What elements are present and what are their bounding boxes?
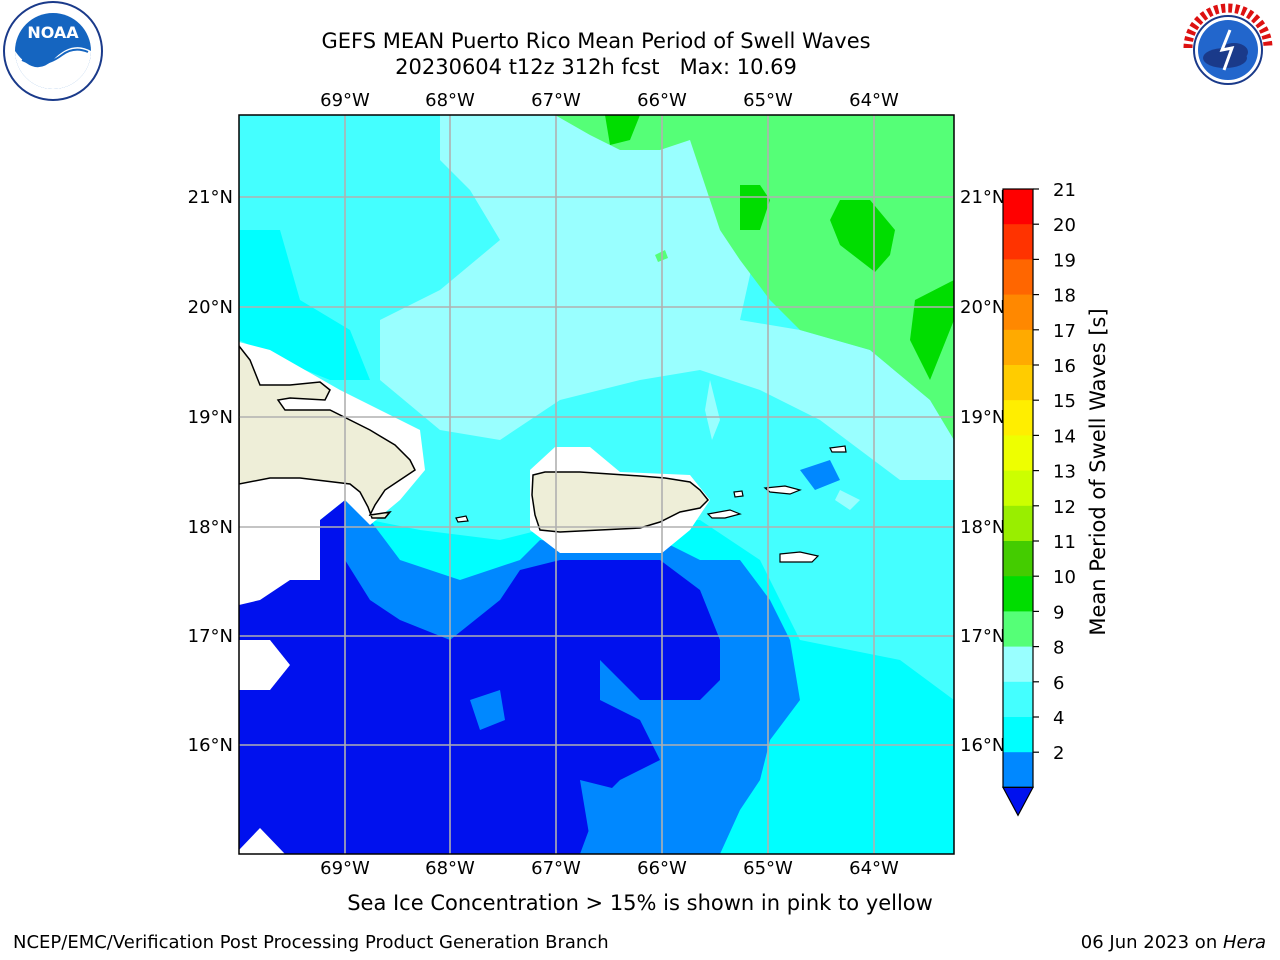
colorbar-swatch (1003, 470, 1033, 507)
colorbar-tick-label: 16 (1053, 356, 1076, 377)
colorbar-swatch (1003, 435, 1033, 472)
lon-label-bottom: 69°W (320, 858, 370, 879)
band-8-9-patch (835, 490, 860, 510)
map-frame (238, 114, 955, 855)
colorbar-tick-label: 10 (1053, 567, 1076, 588)
band-2-4-inner2 (580, 780, 630, 840)
lon-label-bottom: 68°W (425, 858, 475, 879)
colorbar-tick-label: 8 (1053, 638, 1064, 659)
colorbar-swatch (1003, 717, 1033, 753)
chart-title-line1: GEFS MEAN Puerto Rico Mean Period of Swe… (321, 29, 871, 53)
lon-label-top: 65°W (743, 90, 793, 111)
land-culebra (733, 490, 744, 498)
nws-logo (1180, 2, 1276, 98)
colorbar-swatch (1003, 611, 1033, 648)
colorbar-swatch (1003, 329, 1033, 366)
lat-label-right: 20°N (960, 297, 1005, 318)
lat-label-left: 20°N (188, 297, 233, 318)
lon-label-bottom: 65°W (743, 858, 793, 879)
lon-label-bottom: 67°W (531, 858, 581, 879)
colorbar-tick-label: 2 (1053, 743, 1064, 764)
colorbar: 21 20 19 18 17 16 15 14 13 12 11 10 9 8 6 4 2 (1001, 180, 1076, 817)
credit-text: NCEP/EMC/Verification Post Processing Pr… (13, 932, 609, 953)
colorbar-tick-label: 20 (1053, 215, 1076, 236)
lat-label-right: 16°N (960, 735, 1005, 756)
colorbar-tick-label: 12 (1053, 497, 1076, 518)
land-vieques (706, 509, 742, 519)
land-mona (455, 515, 469, 523)
nodata-sw-patch (239, 828, 285, 854)
lat-label-right: 18°N (960, 517, 1005, 538)
colorbar-label: Mean Period of Swell Waves [s] (1086, 308, 1110, 635)
colorbar-tick-label: 9 (1053, 602, 1064, 623)
lon-label-bottom: 64°W (849, 858, 899, 879)
band-lt2 (239, 500, 720, 854)
graticule (239, 115, 954, 854)
colorbar-swatch (1003, 505, 1033, 542)
colorbar-frame (1002, 188, 1034, 789)
lat-label-left: 16°N (188, 735, 233, 756)
lat-label-left: 18°N (188, 517, 233, 538)
colorbar-swatch (1003, 400, 1033, 436)
colorbar-swatch (1003, 189, 1033, 225)
land-hispaniola (239, 344, 416, 519)
lon-label-bottom: 66°W (637, 858, 687, 879)
band-4-6-nw (239, 230, 370, 380)
colorbar-swatch (1003, 541, 1033, 577)
lat-label-left: 19°N (188, 407, 233, 428)
colorbar-tick-label: 19 (1053, 250, 1076, 271)
colorbar-swatch (1003, 576, 1033, 612)
land-anegada (829, 445, 847, 453)
band-10-11-c (910, 280, 954, 380)
lat-label-right: 17°N (960, 626, 1005, 647)
noaa-logo: NOAA (3, 1, 103, 101)
colorbar-swatch (1003, 224, 1033, 260)
colorbar-tick-label: 18 (1053, 286, 1076, 307)
colorbar-swatch (1003, 646, 1033, 683)
colorbar-tick-label: 14 (1053, 426, 1076, 447)
colorbar-swatch (1003, 752, 1033, 788)
land-st-croix (779, 551, 820, 563)
colorbar-tick-label: 4 (1053, 708, 1064, 729)
lon-label-top: 68°W (425, 90, 475, 111)
run-date-text: 06 Jun 2023 on (1080, 932, 1223, 953)
lon-label-top: 66°W (637, 90, 687, 111)
lon-label-top: 67°W (531, 90, 581, 111)
band-8-9-north (380, 115, 954, 480)
band-2-4-inner (470, 690, 505, 730)
colorbar-tick-label: 15 (1053, 391, 1076, 412)
sea-ice-note: Sea Ice Concentration > 15% is shown in … (347, 891, 933, 915)
land-virgin-islands (763, 485, 802, 495)
noaa-logo-text: NOAA (27, 23, 79, 42)
colorbar-tick-label: 21 (1053, 180, 1076, 201)
colorbar-tick-label: 11 (1053, 532, 1076, 553)
lon-label-top: 69°W (320, 90, 370, 111)
colorbar-swatch (1003, 294, 1033, 331)
band-2-4-patch (800, 460, 840, 490)
chart-title-line2: 20230604 t12z 312h fcst Max: 10.69 (395, 55, 797, 79)
lon-label-top: 64°W (849, 90, 899, 111)
land-puerto-rico (531, 471, 710, 533)
lat-label-right: 19°N (960, 407, 1005, 428)
colorbar-tick-label: 6 (1053, 673, 1064, 694)
run-host: Hera (1222, 932, 1266, 953)
colorbar-tick-label: 13 (1053, 462, 1076, 483)
run-date: 06 Jun 2023 on Hera (1081, 932, 1266, 954)
colorbar-swatch (1003, 681, 1033, 718)
colorbar-swatch (1003, 259, 1033, 296)
band-8-9-patch2 (705, 380, 720, 440)
lat-label-right: 21°N (960, 187, 1005, 208)
colorbar-swatch (1003, 365, 1033, 401)
colorbar-tick-label: 17 (1053, 321, 1076, 342)
lat-label-left: 21°N (188, 187, 233, 208)
nodata-west-patch (239, 640, 290, 690)
lat-label-left: 17°N (188, 626, 233, 647)
colorbar-under-arrow (1001, 786, 1035, 817)
band-10-11-b (830, 200, 895, 272)
band-10-11-d (605, 115, 640, 145)
